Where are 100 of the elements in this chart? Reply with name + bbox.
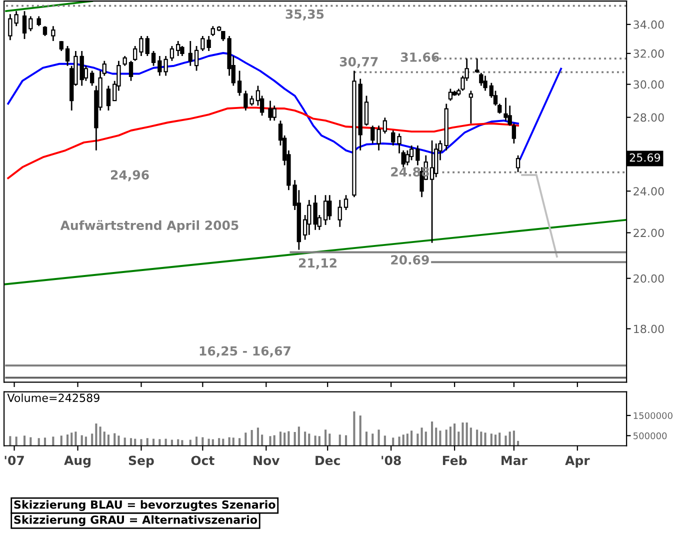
y-tick-label: 1500000 (634, 412, 672, 420)
candlestick (180, 45, 184, 57)
bar (435, 428, 438, 446)
candlestick (405, 150, 410, 166)
candlestick (328, 194, 332, 221)
candlestick (22, 10, 27, 40)
bar (398, 436, 400, 446)
bar (304, 432, 306, 446)
candlestick (145, 35, 150, 57)
bar (445, 430, 448, 446)
bar (406, 434, 408, 446)
annotation: 31.66 (400, 52, 439, 62)
x-tick-label: Apr (565, 456, 590, 468)
bar (164, 438, 167, 446)
candlestick (448, 88, 453, 102)
candlestick (272, 104, 276, 122)
bar (107, 434, 110, 446)
bar (424, 432, 427, 446)
y-tick-label: 34.00 (634, 20, 664, 29)
candlestick (391, 130, 396, 146)
bar (470, 428, 472, 446)
annotation: 21,12 (299, 258, 336, 270)
bar (372, 434, 374, 446)
bar (353, 411, 356, 446)
candlestick (364, 95, 369, 126)
bar (318, 436, 320, 446)
bar (498, 432, 501, 446)
bar (244, 432, 247, 446)
candlestick (344, 194, 348, 211)
bar (298, 426, 300, 446)
candlestick (474, 58, 480, 74)
candlestick (504, 97, 508, 122)
bar (288, 431, 290, 446)
bar (124, 438, 126, 446)
annotation: Aufwärtstrend April 2005 (60, 220, 238, 232)
y-tick-label: 28.00 (634, 113, 664, 122)
bar (454, 424, 456, 446)
x-tick-label: '08 (382, 456, 401, 466)
bar (44, 438, 46, 446)
bar (15, 436, 18, 446)
annotation: 25.69 (630, 153, 660, 162)
bar (504, 436, 507, 446)
bar (103, 432, 106, 446)
bar (512, 430, 515, 446)
bar (484, 432, 486, 446)
candlestick (80, 50, 84, 86)
y-tick-label: 24.00 (634, 187, 664, 196)
candlestick (176, 40, 180, 57)
candlestick (430, 140, 434, 244)
bar (222, 438, 224, 446)
annotation: 35,35 (286, 9, 324, 20)
candlestick (416, 144, 420, 166)
bar (114, 433, 116, 446)
candlestick (133, 45, 138, 62)
candlestick (122, 55, 127, 67)
bar (490, 434, 492, 446)
candlestick (382, 116, 388, 134)
candlestick (479, 72, 484, 86)
x-tick-label: Nov (254, 456, 280, 466)
bar (462, 422, 464, 446)
bar (508, 432, 511, 446)
bar (494, 434, 497, 446)
bar (196, 436, 198, 446)
annotation: 20.69 (391, 255, 429, 265)
bar (480, 432, 482, 446)
bar (314, 436, 316, 446)
bar (378, 430, 380, 446)
candlestick (268, 100, 272, 122)
bar (134, 438, 136, 446)
annotation: 24,96 (111, 170, 149, 182)
bar (232, 438, 234, 446)
bar (392, 438, 394, 446)
candlestick (65, 45, 70, 67)
bar (365, 432, 368, 446)
bar (118, 436, 120, 446)
candlestick (139, 35, 144, 57)
bar (95, 424, 98, 446)
candlestick (338, 199, 342, 228)
x-tick-label: Aug (64, 456, 90, 468)
bar (52, 436, 54, 446)
text: Skizzierung GRAU = Alternativszenario (14, 515, 258, 526)
y-tick-label: 22.00 (634, 228, 664, 238)
bar (60, 436, 62, 446)
annotation: 16,25 - 16,67 (200, 346, 290, 358)
x-tick-label: Mar (502, 456, 528, 466)
bar (208, 438, 210, 446)
bar (328, 434, 331, 446)
bar (449, 426, 452, 446)
bar (416, 434, 419, 446)
y-tick-label: 18.00 (634, 324, 664, 334)
candlestick (307, 199, 312, 236)
candlestick (170, 45, 174, 62)
bar (279, 432, 282, 446)
x-tick-label: Sep (128, 456, 154, 468)
candlestick (90, 70, 94, 86)
bar (256, 428, 259, 446)
bar (152, 438, 155, 446)
candlestick (106, 85, 111, 112)
bar (338, 434, 341, 446)
bar (308, 434, 310, 446)
